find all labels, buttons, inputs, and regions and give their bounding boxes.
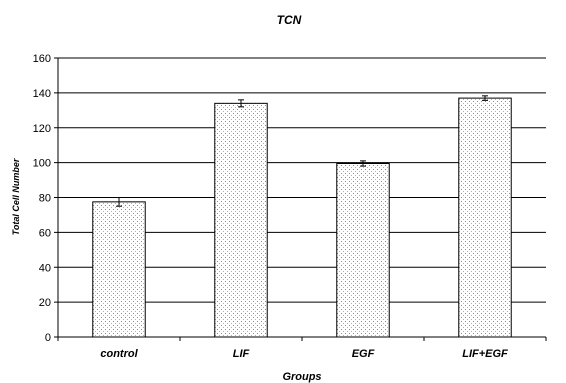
y-axis-title: Total Cell Number xyxy=(11,158,21,235)
y-tick-label: 0 xyxy=(45,332,51,344)
y-tick-label: 40 xyxy=(39,262,51,274)
bar xyxy=(458,97,512,338)
y-tick-labels: 0 20 40 60 80 100 120 140 160 xyxy=(33,53,51,344)
bar xyxy=(214,102,268,338)
bar xyxy=(336,162,390,338)
x-tick-label: LIF+EGF xyxy=(462,348,508,360)
x-tick-label: control xyxy=(100,348,138,360)
x-axis-title: Groups xyxy=(282,371,321,383)
y-tick-label: 60 xyxy=(39,227,51,239)
y-tick-label: 140 xyxy=(33,88,51,100)
y-tick-label: 160 xyxy=(33,53,51,65)
x-tick-label: LIF xyxy=(233,348,250,360)
y-tick-label: 100 xyxy=(33,158,51,170)
chart-title: TCN xyxy=(277,13,302,27)
x-tick-labels: control LIF EGF LIF+EGF xyxy=(100,348,508,360)
y-tick-label: 80 xyxy=(39,193,51,205)
y-tick-label: 20 xyxy=(39,297,51,309)
axes xyxy=(54,57,547,341)
bars xyxy=(92,95,512,338)
bar xyxy=(92,201,146,338)
x-tick-label: EGF xyxy=(352,348,375,360)
y-tick-label: 120 xyxy=(33,123,51,135)
